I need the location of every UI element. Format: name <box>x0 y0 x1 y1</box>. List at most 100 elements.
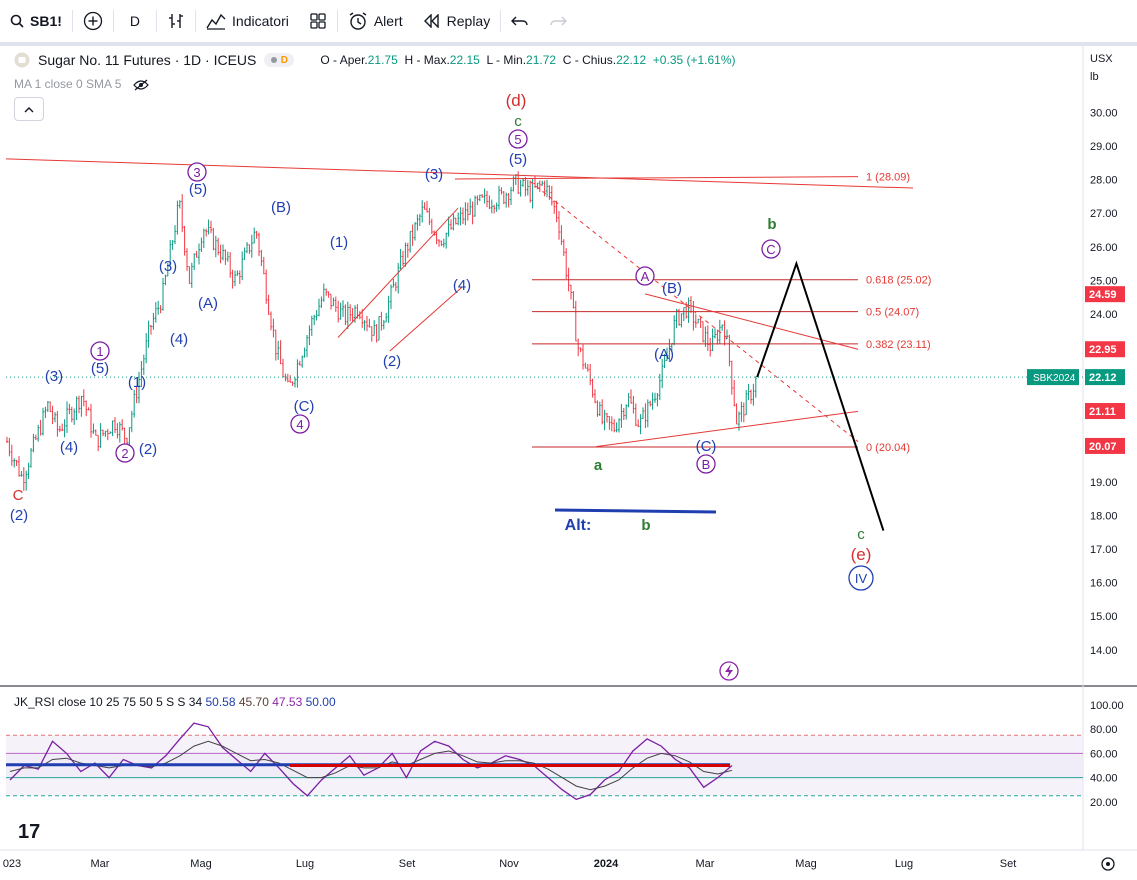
chart-type-button[interactable] <box>157 0 195 42</box>
wave-label: (A) <box>198 295 218 312</box>
wave-label: (e) <box>851 545 872 564</box>
price-tick-label: 18.00 <box>1090 510 1118 522</box>
wave-label: (3) <box>45 368 63 385</box>
wave-label: (B) <box>662 280 682 297</box>
wave-label: b <box>767 216 776 233</box>
settings-gear-icon-center <box>1106 862 1110 866</box>
compare-symbol-button[interactable] <box>73 0 113 42</box>
undo-icon <box>511 14 529 28</box>
search-icon <box>10 14 24 28</box>
wave-label: (1) <box>330 234 348 251</box>
time-tick-label: Mar <box>696 858 715 870</box>
rsi-value-3: 47.53 <box>272 695 303 709</box>
wave-label-circle <box>761 239 781 259</box>
interval-label: D <box>129 13 141 29</box>
wave-label: (4) <box>170 331 188 348</box>
wave-label: (A) <box>654 346 674 363</box>
wave-label: (4) <box>60 439 78 456</box>
indicators-icon <box>206 12 226 30</box>
interval-button[interactable]: D <box>114 0 156 42</box>
wave-label: (1) <box>128 374 146 391</box>
price-tick-label: 14.00 <box>1090 645 1118 657</box>
price-tick-label: 30.00 <box>1090 108 1118 120</box>
rsi-series-line <box>9 722 733 801</box>
divider <box>500 10 502 32</box>
wave-label: C <box>13 487 24 504</box>
alert-label: Alert <box>373 13 403 29</box>
wave-label: 4 <box>296 417 303 432</box>
ma-label: MA 1 close 0 SMA 5 <box>14 77 122 91</box>
trend-line <box>337 207 459 338</box>
redo-button[interactable] <box>539 0 577 42</box>
chart-title[interactable]: Sugar No. 11 Futures · 1D · ICEUS <box>38 52 257 68</box>
price-tag: 21.11 <box>1089 406 1116 418</box>
wave-label: 1 <box>96 344 103 359</box>
lightning-bolt-icon <box>725 664 733 678</box>
wave-label-circle <box>508 129 528 149</box>
wave-label: (2) <box>139 441 157 458</box>
price-tag: 22.12 <box>1089 372 1117 384</box>
market-status-badge[interactable]: D <box>264 53 295 67</box>
price-tag: 24.59 <box>1089 289 1117 301</box>
symbol-search-button[interactable]: SB1! <box>0 0 72 42</box>
wave-label: c <box>857 526 865 543</box>
price-tag-bg <box>1085 341 1125 358</box>
alert-button[interactable]: Alert <box>338 0 413 42</box>
rsi-tick-label: 80.00 <box>1090 724 1118 736</box>
settings-gear-icon <box>1101 857 1115 871</box>
grid-icon <box>309 12 327 30</box>
time-tick-label: Mag <box>795 858 816 870</box>
wave-label-circle <box>115 443 135 463</box>
divider <box>156 10 158 32</box>
time-tick-label: Nov <box>499 858 519 870</box>
rsi-legend[interactable]: JK_RSI close 10 25 75 50 5 S S 34 50.58 … <box>14 695 336 709</box>
price-tag-bg <box>1085 286 1125 303</box>
trend-line <box>529 180 859 442</box>
unit-selector[interactable]: USX lb <box>1086 50 1130 86</box>
fib-level-label: 1 (28.09) <box>866 172 910 184</box>
lb-unit[interactable]: lb <box>1090 71 1099 83</box>
indicators-button[interactable]: Indicatori <box>196 0 299 42</box>
ma-legend[interactable]: MA 1 close 0 SMA 5 <box>14 77 149 91</box>
wave-label: (C) <box>696 438 717 455</box>
wave-label: IV <box>855 571 868 586</box>
eye-off-icon[interactable] <box>132 79 149 91</box>
time-tick-label: 023 <box>3 858 21 870</box>
rsi-tick-label: 60.00 <box>1090 748 1118 760</box>
time-tick-label: Set <box>399 858 416 870</box>
close-value: 22.12 <box>616 53 647 67</box>
delayed-badge: D <box>280 54 288 66</box>
divider <box>112 10 114 32</box>
high-value: 22.15 <box>449 53 480 67</box>
wave-label: A <box>641 269 650 284</box>
fib-level-label: 0.5 (24.07) <box>866 307 919 319</box>
wave-label: (2) <box>10 507 28 524</box>
price-tick-label: 28.00 <box>1090 175 1118 187</box>
price-tick-label: 25.00 <box>1090 275 1118 287</box>
replay-button[interactable]: Replay <box>413 0 501 42</box>
price-tick-label: 19.00 <box>1090 477 1118 489</box>
time-tick-label: Lug <box>895 858 913 870</box>
sugar-logo-icon <box>14 52 30 68</box>
low-value: 21.72 <box>526 53 557 67</box>
price-tick-label: 24.00 <box>1090 309 1118 321</box>
wave-label: (2) <box>383 353 401 370</box>
currency-unit[interactable]: USX <box>1090 53 1113 65</box>
wave-label-circle <box>696 454 716 474</box>
alt-marker-line <box>554 508 717 514</box>
time-tick-label: Lug <box>296 858 314 870</box>
time-tick-label: Set <box>1000 858 1017 870</box>
collapse-legend-button[interactable] <box>14 97 44 121</box>
plus-circle-icon <box>83 11 103 31</box>
trend-line <box>389 286 463 352</box>
rsi-tick-label: 100.00 <box>1090 700 1124 712</box>
undo-button[interactable] <box>501 0 539 42</box>
price-tag: 22.95 <box>1089 344 1117 356</box>
layouts-button[interactable] <box>299 0 337 42</box>
trend-line <box>454 176 859 180</box>
trend-line <box>644 293 859 350</box>
alarm-clock-icon <box>348 11 368 31</box>
price-tick-label: 16.00 <box>1090 578 1118 590</box>
symbol-tag: SBK2024 <box>1033 373 1076 384</box>
